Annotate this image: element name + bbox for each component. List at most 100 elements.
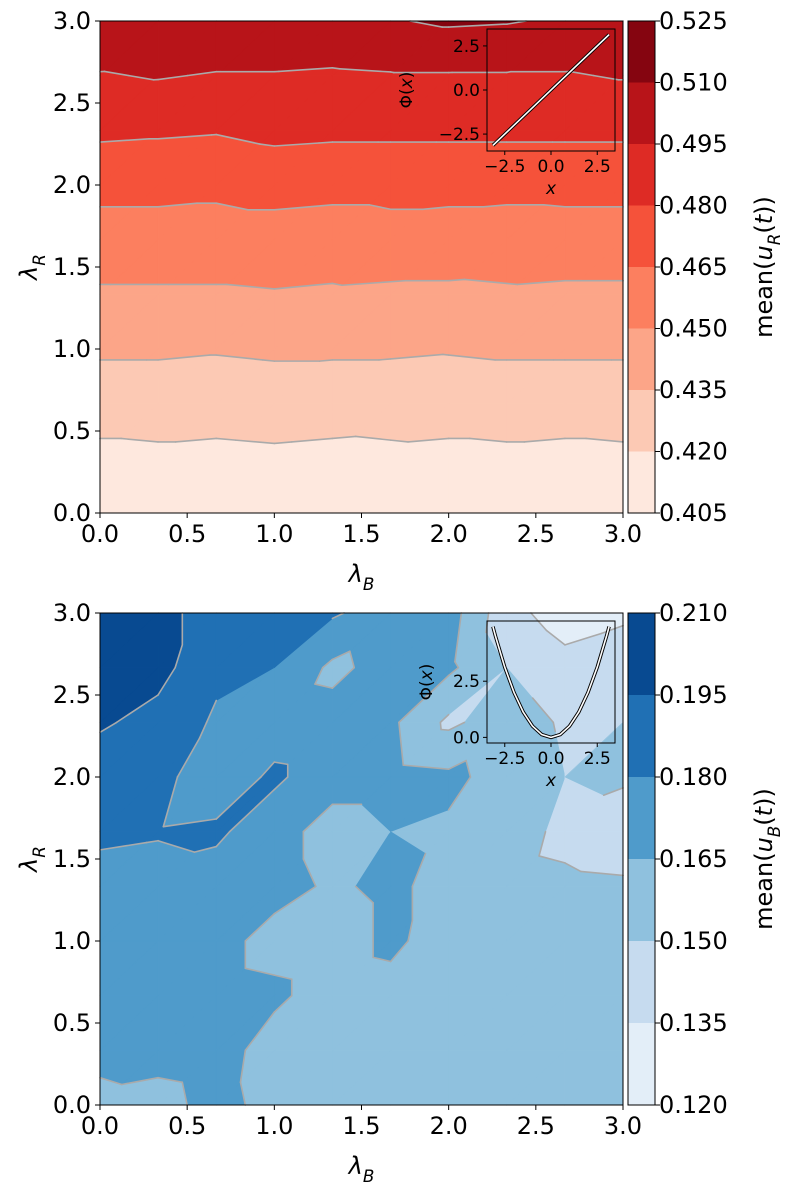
y-tick-label: 2.0 — [53, 763, 91, 791]
x-tick-label: 2.0 — [430, 520, 468, 548]
text-part: B — [764, 826, 784, 838]
contour-line — [308, 204, 334, 208]
contour-line — [447, 759, 467, 770]
text-part: t — [750, 213, 778, 224]
x-tick-label: 1.5 — [342, 520, 380, 548]
contour-line — [176, 737, 201, 778]
inset-line — [492, 34, 610, 146]
colorbar-band — [628, 941, 655, 1023]
contour-line — [389, 71, 395, 74]
contour-line — [523, 437, 566, 443]
contour-line — [157, 839, 196, 853]
contour-line — [564, 632, 603, 646]
contour-line — [463, 278, 508, 285]
y-tick-label: 1.5 — [53, 845, 91, 873]
contour-line — [447, 23, 505, 28]
colorbar-tick-label: 0.150 — [659, 927, 728, 955]
colorbar-tick-label: 0.210 — [659, 599, 728, 627]
y-tick-label: 2.0 — [53, 171, 91, 199]
contour-line — [341, 280, 392, 287]
contour-line — [538, 830, 547, 857]
contour-line — [239, 1081, 247, 1106]
contour-line — [239, 1049, 247, 1084]
contour-plot — [99, 612, 624, 1106]
contour-line — [398, 721, 405, 766]
x-tick-label: 1.0 — [255, 1112, 293, 1140]
x-tick-label: 0.0 — [81, 520, 119, 548]
contour-line — [331, 282, 343, 287]
colorbar-band — [628, 451, 655, 513]
text-part: B — [363, 1166, 375, 1186]
contour-line — [331, 666, 356, 689]
contour-line — [228, 788, 276, 833]
contour-line — [354, 435, 392, 441]
contour-line — [205, 699, 218, 724]
contour-line — [215, 354, 264, 361]
contour-line — [260, 761, 276, 778]
colorbar-band — [628, 144, 655, 206]
contour-line — [530, 612, 548, 632]
text-part: x — [545, 179, 557, 199]
colorbar-tick-label: 0.495 — [659, 130, 728, 158]
contour-line — [447, 721, 466, 731]
colorbar-band — [628, 695, 655, 777]
inset-y-tick-label: 0.0 — [453, 81, 480, 101]
contour-line — [314, 683, 334, 689]
contour-line — [120, 437, 159, 443]
text-part: ) — [397, 72, 417, 79]
x-axis-label: λB — [347, 560, 375, 594]
contour-line — [157, 666, 176, 696]
inset-x-label: x — [545, 179, 557, 199]
inset-y-label: Φ(x) — [417, 664, 437, 701]
contour-line — [157, 1076, 184, 1084]
colorbar-band — [628, 328, 655, 390]
x-tick-label: 3.0 — [604, 520, 642, 548]
contour-line — [273, 974, 293, 981]
contour-line — [602, 787, 624, 797]
colorbar-band — [628, 267, 655, 329]
contour-line — [261, 359, 276, 362]
y-tick-label: 3.0 — [53, 7, 91, 35]
contour-line — [545, 629, 566, 646]
text-part: t — [750, 805, 778, 816]
contour-line — [454, 612, 463, 663]
contour-line — [215, 776, 262, 820]
inset-x-tick-label: −2.5 — [484, 157, 525, 177]
contour-line — [331, 67, 341, 70]
colorbar-tick-label: 0.195 — [659, 681, 728, 709]
inset-line — [492, 626, 610, 739]
x-tick-label: 3.0 — [604, 1112, 642, 1140]
contour-line — [103, 70, 130, 77]
contour-line — [273, 287, 282, 290]
contour-line — [302, 803, 334, 833]
contour-line — [338, 67, 392, 73]
text-part: λ — [15, 266, 43, 282]
x-tick-label: 1.0 — [255, 520, 293, 548]
contour-line — [349, 650, 356, 669]
contour-line — [531, 697, 555, 724]
contour-line — [389, 353, 444, 360]
contour-line — [186, 70, 218, 77]
colorbar-tick-label: 0.435 — [659, 376, 728, 404]
y-tick-label: 1.0 — [53, 335, 91, 363]
contour-line — [440, 728, 450, 731]
contour-line — [157, 354, 211, 361]
colorbar-tick-label: 0.120 — [659, 1091, 728, 1119]
contour-line — [378, 358, 392, 361]
y-tick-label: 0.5 — [53, 1009, 91, 1037]
text-part: λ — [347, 1152, 363, 1180]
contour-line — [302, 858, 317, 888]
contour-line — [389, 439, 409, 443]
contour-plot — [99, 20, 624, 514]
colorbar-band — [628, 613, 655, 695]
contour-line — [447, 776, 472, 811]
contour-line — [226, 283, 276, 290]
contour-line — [389, 279, 406, 283]
contour-line — [99, 721, 118, 734]
colorbar-tick-label: 0.180 — [659, 763, 728, 791]
contour-line — [273, 142, 320, 147]
contour-line — [331, 612, 345, 620]
colorbar-tick-label: 0.450 — [659, 315, 728, 343]
text-part: mean( — [750, 260, 778, 337]
